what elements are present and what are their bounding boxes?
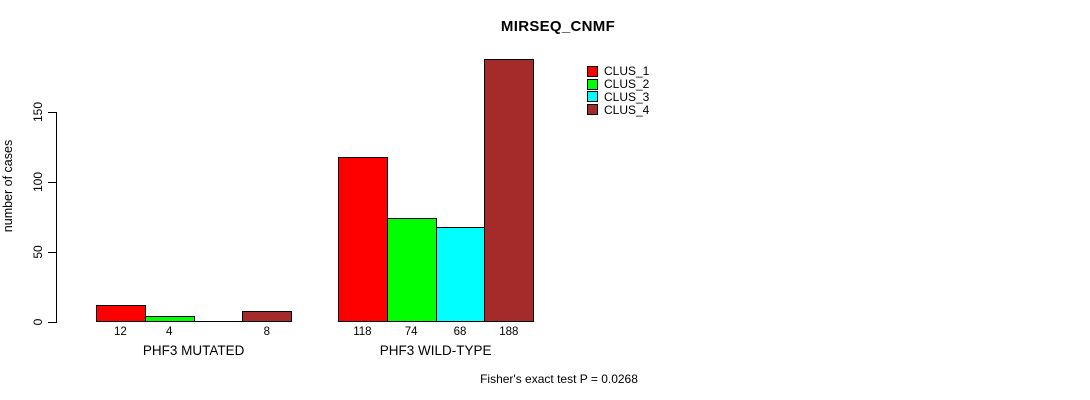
legend-color-swatch xyxy=(587,91,598,103)
bar-value-label: 188 xyxy=(499,326,519,338)
x-group-label: PHF3 MUTATED xyxy=(142,343,245,358)
bar-clus_4-wildtype xyxy=(484,58,535,322)
legend-color-swatch xyxy=(587,78,598,90)
bar-clus_2-wildtype xyxy=(386,218,437,322)
y-tick xyxy=(48,322,56,323)
y-tick xyxy=(48,252,56,253)
y-tick-label: 0 xyxy=(31,318,45,326)
fisher-test-annotation: Fisher's exact test P = 0.0268 xyxy=(480,372,638,386)
y-tick xyxy=(48,182,56,183)
bar-value-label: 4 xyxy=(165,326,173,338)
legend-color-swatch xyxy=(587,65,598,77)
chart-title: MIRSEQ_CNMF xyxy=(500,18,616,35)
bar-value-label: 12 xyxy=(113,326,127,338)
y-axis-label: number of cases xyxy=(1,139,15,233)
bar-clus_3-wildtype xyxy=(435,226,486,322)
bar-clus_1-wildtype xyxy=(338,156,388,322)
bar-value-label: 118 xyxy=(353,326,372,338)
y-axis-line xyxy=(56,112,57,323)
legend: CLUS_1 CLUS_2 CLUS_3 CLUS_4 xyxy=(587,65,649,116)
legend-label: CLUS_1 xyxy=(604,64,650,79)
bar-clus_3-zero-baseline xyxy=(193,321,244,322)
legend-item: CLUS_4 xyxy=(587,103,649,116)
bar-value-label: 8 xyxy=(263,326,270,338)
legend-label: CLUS_4 xyxy=(604,102,650,117)
bar-clus_2-mutated xyxy=(144,316,195,322)
y-tick-label: 150 xyxy=(31,101,45,123)
legend-item: CLUS_3 xyxy=(587,91,649,104)
legend-label: CLUS_2 xyxy=(604,77,650,92)
y-tick-label: 100 xyxy=(31,171,45,193)
bar-value-label: 68 xyxy=(453,326,467,338)
legend-color-swatch xyxy=(587,104,598,116)
y-tick xyxy=(48,112,56,113)
bar-value-label: 74 xyxy=(404,326,418,338)
y-tick-label: 50 xyxy=(31,245,45,259)
x-group-label: PHF3 WILD-TYPE xyxy=(379,343,492,358)
legend-item: CLUS_1 xyxy=(587,65,649,78)
legend-item: CLUS_2 xyxy=(587,78,649,91)
bar-clus_1-mutated xyxy=(96,305,146,322)
legend-label: CLUS_3 xyxy=(604,89,650,104)
bar-clus_4-mutated xyxy=(242,310,293,322)
